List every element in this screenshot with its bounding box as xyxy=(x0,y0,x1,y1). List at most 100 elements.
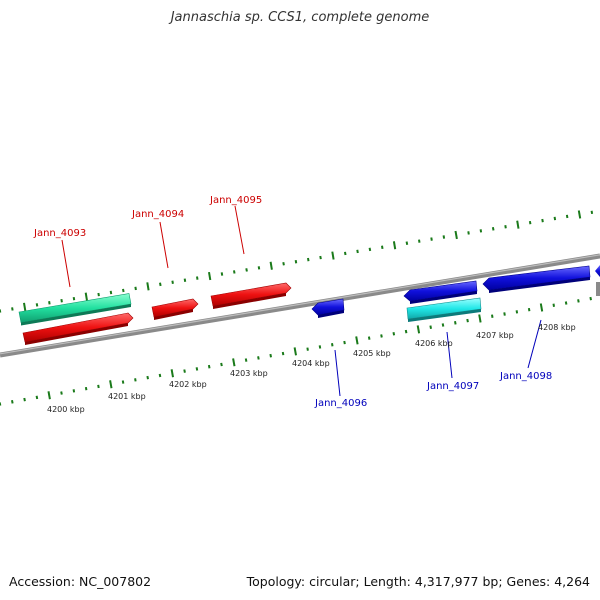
gene-label-jann-4097[interactable]: Jann_4097 xyxy=(426,381,479,392)
minor-tick xyxy=(195,367,199,371)
gene-arrow-jann-4094[interactable] xyxy=(151,298,199,320)
gene-arrow-jann-4098[interactable] xyxy=(482,265,591,293)
minor-tick xyxy=(146,375,149,380)
minor-tick xyxy=(257,266,261,270)
minor-tick xyxy=(159,282,162,287)
scale-label-4205: 4205 kbp xyxy=(353,349,391,358)
major-tick xyxy=(232,358,236,367)
major-tick xyxy=(293,347,297,356)
leader-line-jann-4096 xyxy=(334,349,341,397)
leader-line-jann-4098 xyxy=(527,319,542,369)
minor-tick xyxy=(306,347,309,351)
minor-tick xyxy=(134,378,137,382)
gene-arrow-jann-4095[interactable] xyxy=(210,282,292,309)
minor-tick xyxy=(577,299,580,303)
scale-label-4202: 4202 kbp xyxy=(169,380,207,389)
minor-tick xyxy=(97,384,100,389)
minor-tick xyxy=(97,292,100,297)
major-tick xyxy=(170,369,174,378)
minor-tick xyxy=(233,270,236,274)
minor-tick xyxy=(72,296,76,301)
gene-arrow-edge[interactable] xyxy=(595,265,600,277)
scale-label-4208: 4208 kbp xyxy=(538,323,576,332)
minor-tick xyxy=(331,343,334,347)
minor-tick xyxy=(281,351,285,356)
minor-tick xyxy=(442,235,446,239)
major-tick xyxy=(577,210,582,219)
scale-label-4207: 4207 kbp xyxy=(476,331,514,340)
gene-arrow-jann-4093[interactable] xyxy=(22,312,134,345)
minor-tick xyxy=(380,334,383,338)
forward-rna-feature[interactable] xyxy=(18,293,132,326)
minor-tick xyxy=(171,280,174,284)
gene-arrow-jann-4097[interactable] xyxy=(403,280,478,304)
minor-tick xyxy=(504,225,507,229)
major-tick xyxy=(392,241,397,250)
major-tick xyxy=(109,380,113,389)
minor-tick xyxy=(220,362,223,367)
minor-tick xyxy=(467,231,470,235)
major-tick xyxy=(208,271,212,281)
minor-tick xyxy=(565,214,569,219)
minor-tick xyxy=(381,245,384,250)
minor-tick xyxy=(60,298,63,303)
major-tick xyxy=(269,261,273,270)
minor-tick xyxy=(589,296,592,301)
leader-line-jann-4095 xyxy=(234,205,245,255)
major-tick xyxy=(516,220,520,229)
minor-tick xyxy=(528,220,532,225)
minor-tick xyxy=(35,395,39,400)
minor-tick xyxy=(344,251,347,256)
genome-summary-text: Topology: circular; Length: 4,317,977 bp… xyxy=(246,574,590,589)
major-tick xyxy=(355,336,359,345)
inner-tick-track xyxy=(0,296,592,406)
minor-tick xyxy=(207,364,211,369)
leader-line-jann-4097 xyxy=(446,331,453,379)
gene-label-jann-4093[interactable]: Jann_4093 xyxy=(33,228,86,239)
minor-tick xyxy=(541,218,544,223)
gene-label-jann-4095[interactable]: Jann_4095 xyxy=(209,195,262,206)
leader-line-jann-4094 xyxy=(159,221,169,269)
minor-tick xyxy=(134,286,137,291)
minor-tick xyxy=(343,340,346,345)
reverse-rna-feature[interactable] xyxy=(406,297,482,322)
minor-tick xyxy=(590,210,594,215)
minor-tick xyxy=(318,345,322,349)
minor-tick xyxy=(429,325,432,329)
minor-tick xyxy=(158,373,162,378)
minor-tick xyxy=(72,389,76,393)
minor-tick xyxy=(244,358,248,362)
backbone-edge-marker xyxy=(596,282,600,296)
minor-tick xyxy=(356,249,359,254)
minor-tick xyxy=(109,290,113,295)
minor-tick xyxy=(35,303,39,307)
minor-tick xyxy=(245,268,248,272)
gene-arrow-jann-4096[interactable] xyxy=(311,298,345,318)
minor-tick xyxy=(479,229,483,233)
minor-tick xyxy=(121,380,125,384)
scale-label-4203: 4203 kbp xyxy=(230,369,268,378)
minor-tick xyxy=(11,400,14,404)
minor-tick xyxy=(553,216,557,221)
minor-tick xyxy=(368,247,372,252)
minor-tick xyxy=(491,314,494,318)
minor-tick xyxy=(418,239,421,243)
gene-label-jann-4096[interactable]: Jann_4096 xyxy=(314,398,367,409)
minor-tick xyxy=(220,272,224,276)
gene-label-jann-4098[interactable]: Jann_4098 xyxy=(499,371,552,382)
genome-backbone xyxy=(0,253,600,358)
minor-tick xyxy=(367,336,371,340)
minor-tick xyxy=(466,318,469,323)
gene-label-jann-4094[interactable]: Jann_4094 xyxy=(131,209,184,220)
scale-label-4201: 4201 kbp xyxy=(108,392,146,401)
major-tick xyxy=(331,251,335,260)
minor-tick xyxy=(430,237,433,241)
major-tick xyxy=(146,282,150,291)
minor-tick xyxy=(491,227,495,231)
leader-line-jann-4093 xyxy=(61,239,71,288)
minor-tick xyxy=(122,288,125,293)
scale-label-4204: 4204 kbp xyxy=(292,359,330,368)
minor-tick xyxy=(282,262,285,266)
major-tick xyxy=(47,391,51,400)
